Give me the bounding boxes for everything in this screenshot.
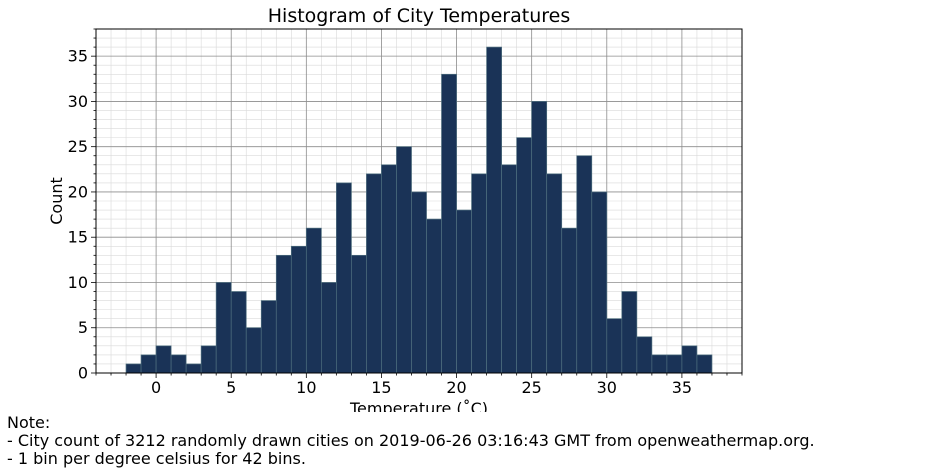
x-tick-label: 15 xyxy=(371,378,391,397)
histogram-bar xyxy=(381,164,397,374)
histogram-bar xyxy=(486,46,502,374)
y-tick-label: 5 xyxy=(78,318,88,337)
histogram-bar xyxy=(290,245,307,374)
x-tick-label: 35 xyxy=(672,378,692,397)
histogram-bar xyxy=(621,291,638,374)
y-tick-label: 15 xyxy=(68,228,88,247)
histogram-bar xyxy=(516,137,533,374)
y-tick-label: 35 xyxy=(68,47,88,66)
histogram-bar xyxy=(275,254,292,374)
y-tick-label: 0 xyxy=(78,364,88,383)
x-tick-label: 0 xyxy=(151,378,161,397)
histogram-bar xyxy=(636,336,653,374)
histogram-bar xyxy=(140,354,157,374)
histogram-bar xyxy=(456,209,472,374)
histogram-bar xyxy=(155,345,172,374)
y-axis-ticks: 0 5 10 15 20 25 30 35 xyxy=(68,28,96,383)
histogram-bar xyxy=(426,218,442,374)
histogram-bar xyxy=(230,291,247,374)
chart-title: Histogram of City Temperatures xyxy=(268,5,571,27)
x-tick-label: 5 xyxy=(226,378,236,397)
histogram-bar xyxy=(185,363,202,374)
x-tick-label: 20 xyxy=(446,378,466,397)
histogram-bar xyxy=(351,254,367,374)
histogram-bar xyxy=(125,363,142,374)
y-axis-label: Count xyxy=(47,177,66,225)
x-axis-ticks: 0 5 10 15 20 25 30 35 xyxy=(95,373,743,397)
x-tick-label: 30 xyxy=(597,378,617,397)
y-tick-label: 20 xyxy=(68,182,88,201)
histogram-bar xyxy=(546,173,563,374)
y-tick-label: 25 xyxy=(68,137,88,156)
histogram-bar xyxy=(200,345,217,374)
histogram-bar xyxy=(576,155,593,374)
note-line-city-count: - City count of 3212 randomly drawn citi… xyxy=(7,431,815,450)
histogram-bar xyxy=(531,101,548,374)
histogram-bar xyxy=(305,227,322,374)
histogram-chart: Histogram of City Temperatures 0 5 10 15 20 2… xyxy=(47,5,743,412)
y-tick-label: 30 xyxy=(68,92,88,111)
histogram-bar xyxy=(170,354,187,374)
note-block: Note: - City count of 3212 randomly draw… xyxy=(7,414,815,468)
histogram-bar xyxy=(260,300,277,374)
histogram-bar xyxy=(320,282,337,374)
x-tick-label: 10 xyxy=(296,378,316,397)
bars xyxy=(125,46,713,374)
histogram-bar xyxy=(501,164,518,374)
histogram-bar xyxy=(696,354,713,374)
histogram-bar xyxy=(471,173,487,374)
histogram-bar xyxy=(591,191,608,374)
histogram-bar xyxy=(651,354,668,374)
histogram-bar xyxy=(245,327,262,374)
x-tick-label: 25 xyxy=(521,378,541,397)
histogram-bar xyxy=(561,227,578,374)
histogram-bar xyxy=(366,173,382,374)
histogram-bar xyxy=(441,73,457,374)
y-tick-label: 10 xyxy=(68,273,88,292)
histogram-bar xyxy=(215,282,232,374)
histogram-bar xyxy=(336,182,352,374)
histogram-bar xyxy=(606,318,623,374)
note-heading: Note: xyxy=(7,413,51,432)
histogram-bar xyxy=(666,354,683,374)
note-line-bins: - 1 bin per degree celsius for 42 bins. xyxy=(7,449,306,468)
histogram-bar xyxy=(411,191,427,374)
histogram-bar xyxy=(396,146,412,374)
x-axis-label: Temperature (˚C) xyxy=(349,399,488,412)
histogram-bar xyxy=(681,345,698,374)
